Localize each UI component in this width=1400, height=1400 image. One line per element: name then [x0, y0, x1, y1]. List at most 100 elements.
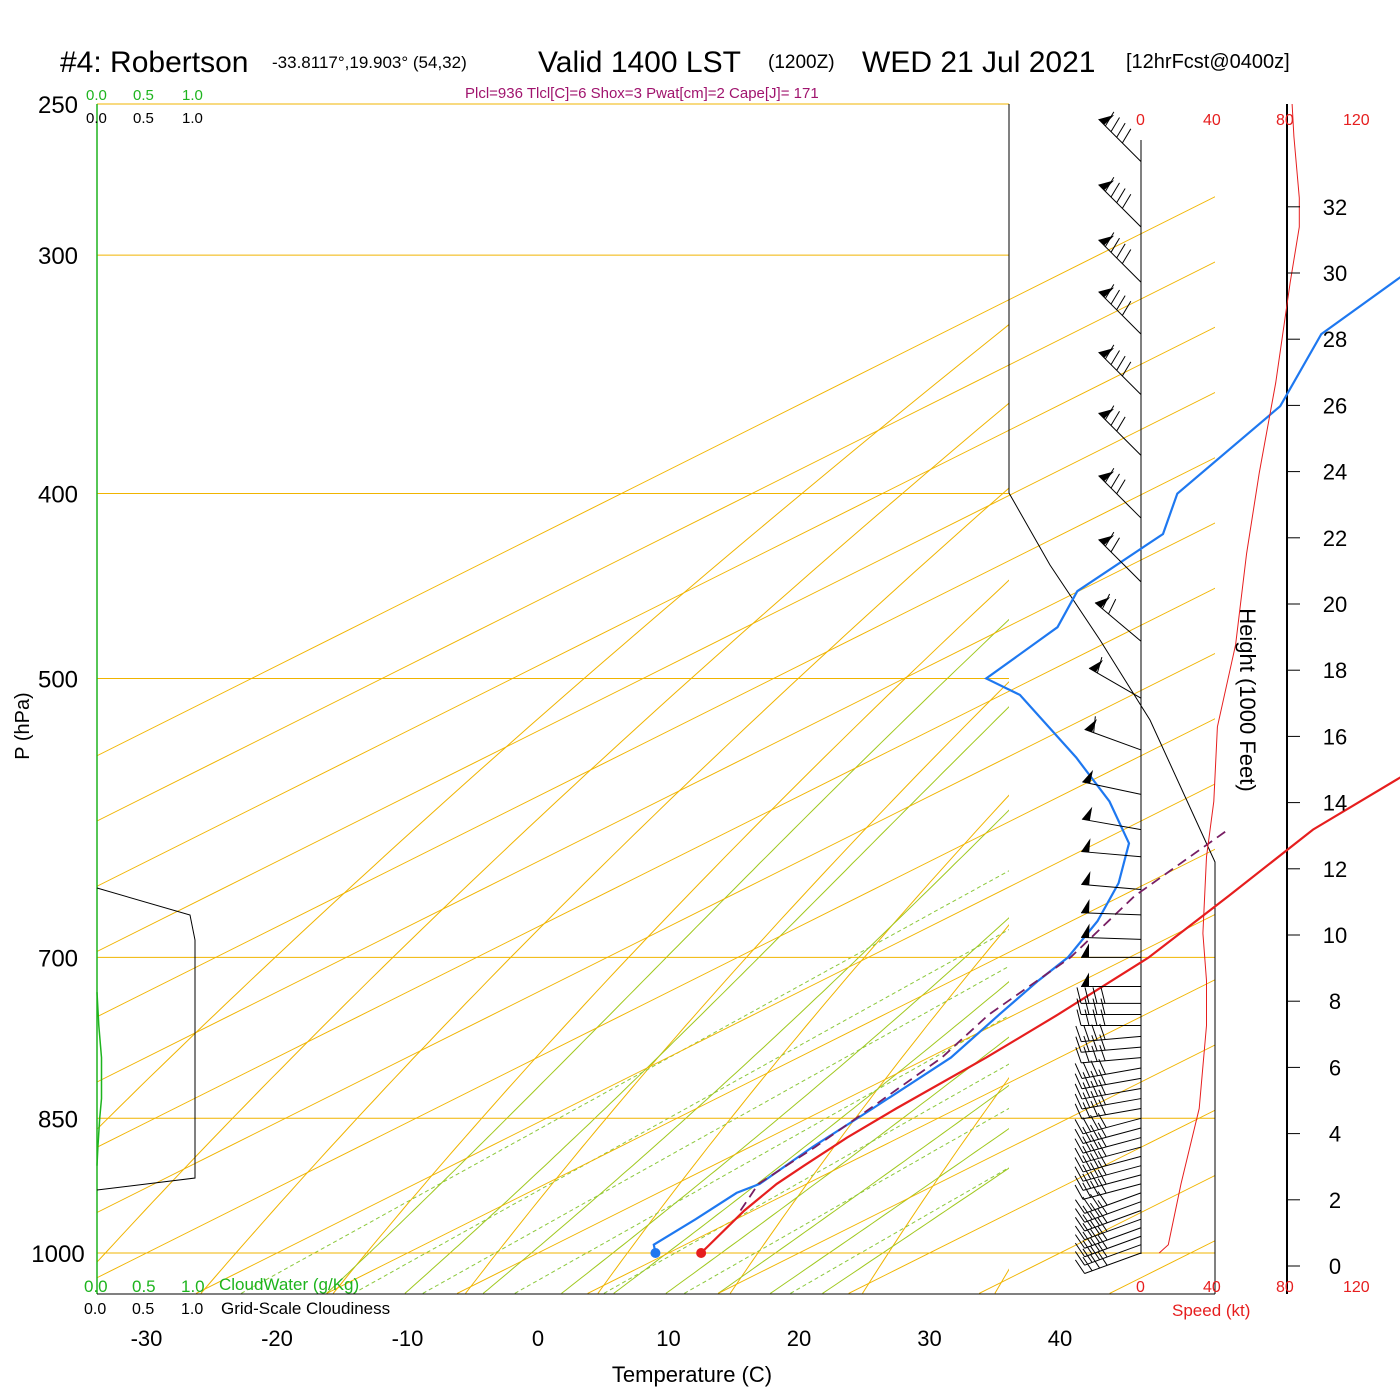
wind-barb-flag	[1121, 193, 1132, 209]
x-tick-label: 30	[917, 1326, 941, 1351]
height-tick-label: 26	[1323, 393, 1347, 418]
wind-barb-staff	[1098, 118, 1142, 162]
wind-barb-flag	[1074, 1073, 1083, 1089]
wind-barb-flag	[1075, 1047, 1082, 1064]
wind-barb-flag	[1097, 1151, 1107, 1166]
wind-barb-flag	[1082, 1072, 1091, 1088]
wind-barb-flag	[1097, 1132, 1107, 1148]
wind-barb-flag	[1116, 355, 1126, 371]
cloudiness-label: Grid-Scale Cloudiness	[221, 1299, 390, 1318]
wind-barb-flag	[1110, 537, 1120, 553]
wind-barb-staff	[1082, 781, 1142, 795]
x-axis-title: Temperature (C)	[612, 1362, 772, 1387]
speed-tick-top-1: 40	[1203, 112, 1221, 129]
wind-barb-flag	[1082, 1082, 1091, 1098]
moist-adiabat	[717, 1084, 1009, 1294]
wind-barb-flag	[1116, 188, 1126, 203]
temperature-surface-point	[696, 1248, 707, 1258]
height-tick-label: 6	[1329, 1055, 1341, 1080]
cloud-water-curve	[96, 992, 103, 1166]
wind-barb-pennant	[1095, 597, 1111, 608]
wind-barb-flag	[1116, 479, 1126, 494]
wind-barb-flag	[1090, 1070, 1099, 1087]
wind-barb-flag	[1116, 122, 1126, 138]
wind-barb-flag	[1110, 350, 1120, 365]
wind-speed-curve	[1158, 103, 1300, 1254]
isotherm	[195, 783, 1215, 1294]
mixing-ratio-line	[603, 1063, 1009, 1294]
wind-barb-pennant	[1081, 943, 1089, 958]
wind-barb-pennant	[1081, 972, 1089, 987]
y-tick-label: 250	[38, 92, 78, 119]
moist-adiabat	[665, 1036, 1009, 1294]
x-tick-label: 10	[656, 1326, 680, 1351]
wind-barb-staff	[1082, 1183, 1142, 1200]
y-tick-label: 1000	[31, 1241, 84, 1268]
wind-barb-flag	[1099, 1034, 1106, 1051]
wind-barb-flag	[1104, 405, 1115, 421]
wind-barb-flag	[1104, 531, 1115, 547]
wind-barb-flag	[1097, 1141, 1107, 1157]
wind-barb-flag	[1116, 243, 1126, 259]
wind-barb-staff	[1081, 818, 1142, 831]
wind-barb-flag	[1110, 182, 1120, 198]
wind-barb-flag	[1121, 361, 1132, 377]
wind-barb-staff	[1084, 1201, 1142, 1223]
wind-barb-flag	[1090, 1180, 1099, 1196]
wind-barb-flag	[1074, 1093, 1083, 1110]
wind-barb-staff	[1081, 1077, 1142, 1090]
wind-barb	[1084, 716, 1142, 751]
moist-adiabat	[326, 618, 1009, 1294]
wind-barb-flag	[1074, 1175, 1084, 1191]
wind-barb-staff	[1081, 883, 1142, 891]
speed-tick-top-0: 0	[1136, 112, 1145, 129]
dry-adiabat	[1392, 70, 1400, 1293]
wind-barb-staff	[1084, 1218, 1142, 1241]
wind-barb-flag	[1108, 598, 1117, 615]
wind-barb	[1098, 405, 1142, 456]
wind-barb	[1081, 943, 1141, 958]
wind-barb-staff	[1082, 1165, 1142, 1182]
wind-barb	[1074, 1243, 1142, 1266]
wind-barb-flag	[1090, 1171, 1099, 1187]
wind-barb	[1081, 838, 1142, 858]
wind-barb	[1098, 468, 1142, 519]
wind-barb	[1081, 899, 1142, 916]
plot-frame	[96, 104, 1288, 1295]
wind-barb-flag	[1104, 284, 1115, 299]
cloud-water-tick-top-0: 0.0	[86, 87, 107, 104]
guide-clip	[97, 70, 1400, 1294]
wind-barb-staff	[1084, 1210, 1142, 1232]
isotherm	[848, 1109, 1215, 1294]
wind-barb-flag	[1082, 1126, 1092, 1142]
mixing-ratio-line	[240, 870, 1009, 1294]
height-tick-label: 10	[1323, 923, 1347, 948]
cloud-water-tick-top-2: 1.0	[182, 87, 203, 104]
wind-barb-flag	[1097, 1191, 1108, 1206]
speed-tick-bottom-0: 0	[1136, 1279, 1145, 1296]
wind-barb-flag	[1074, 1128, 1084, 1144]
wind-barb-flag	[1092, 998, 1098, 1015]
wind-barb-flag	[1090, 1115, 1099, 1130]
y-tick-label: 850	[38, 1106, 78, 1133]
wind-barb	[1098, 111, 1142, 162]
wind-barb-flag	[1100, 1009, 1106, 1026]
wind-barb	[1081, 871, 1142, 891]
wind-barb-flag	[1099, 1023, 1106, 1040]
wind-barb-flag	[1093, 716, 1096, 733]
isotherm	[97, 652, 1215, 1214]
wind-barb-flag	[1075, 1036, 1082, 1053]
wind-barb-staff	[1081, 912, 1142, 916]
wind-barb-staff	[1081, 1107, 1142, 1120]
wind-barb	[1076, 1009, 1141, 1027]
height-tick-label: 12	[1323, 857, 1347, 882]
background-guides	[97, 70, 1400, 1294]
wind-barb-staff	[1081, 851, 1142, 858]
wind-barb	[1088, 656, 1142, 699]
height-tick-label: 2	[1329, 1188, 1341, 1213]
y-axis-title: P (hPa)	[12, 692, 34, 759]
wind-barb	[1074, 1099, 1142, 1120]
wind-barb-flag	[1082, 1136, 1092, 1152]
cloudiness-tick-bottom-0: 0.0	[84, 1301, 106, 1318]
wind-barb-staff	[1081, 1046, 1142, 1053]
